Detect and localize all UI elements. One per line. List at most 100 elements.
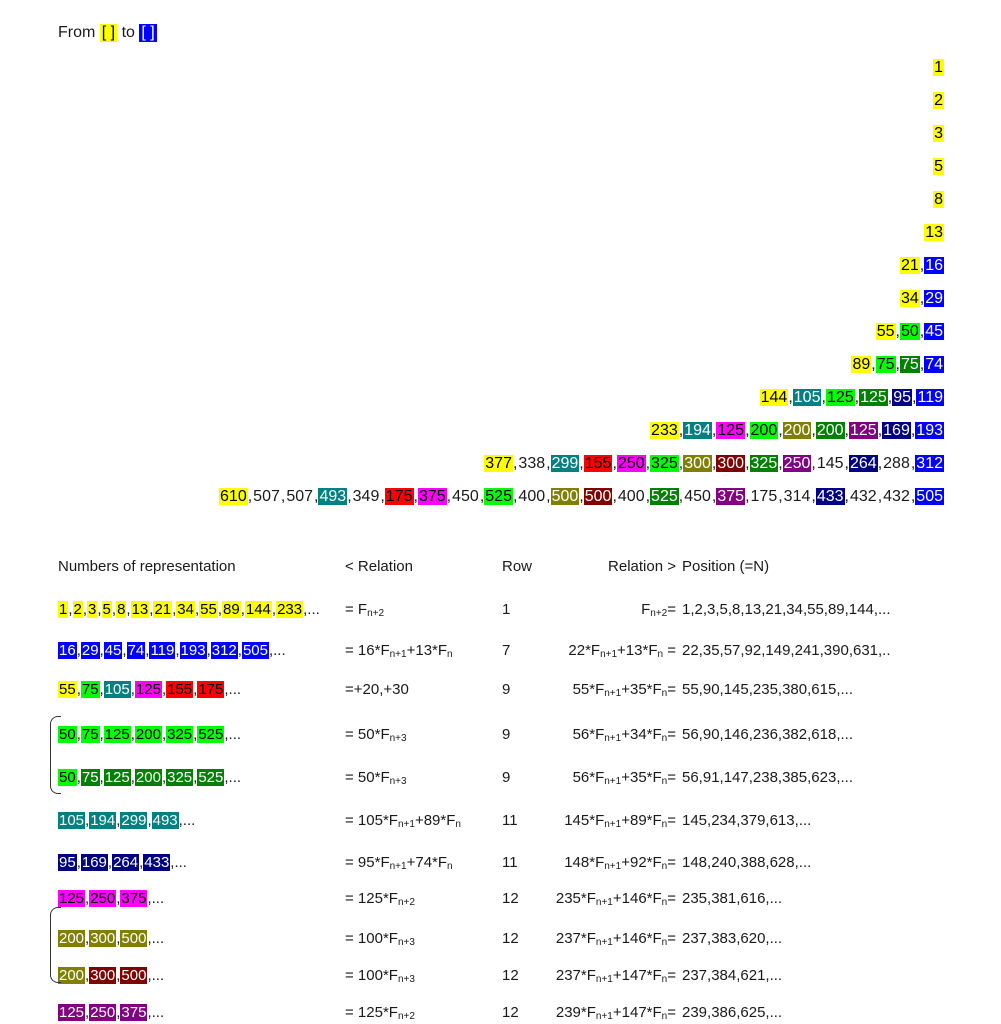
- comma: ,: [711, 488, 717, 505]
- comma: ,: [910, 422, 916, 439]
- triangle-row: 610,507,507,493,349,175,375,450,525,400,…: [219, 487, 944, 520]
- triangle-number: 119: [916, 389, 944, 406]
- comma: ,: [147, 812, 152, 829]
- comma: ,: [76, 681, 81, 698]
- table-row: 200,300,500,... = 100*Fn+3 12 237*Fn+1+146*…: [58, 928, 958, 950]
- triangle-number: 299: [550, 455, 580, 472]
- comma: ,: [546, 455, 551, 472]
- ellipsis: ,...: [147, 1004, 165, 1021]
- triangle-number: 338: [518, 455, 546, 472]
- triangle-number: 525: [484, 488, 513, 505]
- comma: ,: [107, 854, 113, 871]
- sequence-number: 325: [166, 769, 194, 786]
- comma: ,: [910, 455, 916, 472]
- triangle-number: 55: [875, 323, 896, 340]
- triangle-number: 175: [750, 488, 778, 505]
- row-number: 12: [502, 930, 519, 947]
- triangle-number: 21: [899, 257, 920, 274]
- sequence-number: 144: [244, 601, 272, 618]
- sequence-numbers: 105,194,299,493,...: [58, 810, 195, 832]
- comma: ,: [76, 769, 81, 786]
- sequence-number: 200: [134, 726, 162, 743]
- sequence-number: 299: [120, 812, 148, 829]
- triangle-number: 125: [825, 389, 855, 406]
- triangle-number: 5: [933, 158, 944, 175]
- table-row: 105,194,299,493,... = 105*Fn+1+89*Fn 11 145…: [58, 810, 958, 832]
- comma: ,: [130, 726, 135, 743]
- triangle-number: 400: [518, 488, 546, 505]
- comma: ,: [217, 601, 223, 618]
- triangle-number: 450: [452, 488, 479, 505]
- sequence-numbers: 200,300,500,...: [58, 965, 164, 987]
- ellipsis: ,...: [147, 930, 165, 947]
- triangle-number: 610: [219, 488, 248, 505]
- table-row: 50,75,125,200,325,525,... = 50*Fn+3 9 56*Fn…: [58, 724, 958, 746]
- comma: ,: [240, 601, 245, 618]
- ellipsis: ,...: [147, 967, 165, 984]
- comma: ,: [161, 769, 167, 786]
- sequence-number: 75: [80, 726, 100, 743]
- left-relation: = Fn+2: [345, 601, 385, 619]
- left-relation: = 125*Fn+2: [345, 890, 415, 908]
- right-relation: Fn+2=: [641, 601, 676, 619]
- triangle-number: 200: [782, 422, 812, 439]
- sequence-number: 125: [103, 769, 131, 786]
- triangle-number: 45: [924, 323, 944, 340]
- position-sequence: 239,386,625,...: [682, 1004, 783, 1021]
- position-sequence: 237,383,620,...: [682, 930, 783, 947]
- ellipsis: ,...: [147, 890, 165, 907]
- number-triangle: 1 2 3 5 8 13 21,16 34,29 55,50,45 89,75,75,74 144,…: [219, 58, 944, 520]
- sequence-number: 264: [112, 854, 140, 871]
- sequence-number: 200: [58, 930, 86, 947]
- triangle-number: 200: [815, 422, 845, 439]
- comma: ,: [76, 642, 81, 659]
- triangle-number: 29: [924, 290, 944, 307]
- comma: ,: [645, 455, 651, 472]
- sequence-number: 155: [166, 681, 194, 698]
- comma: ,: [612, 488, 617, 505]
- triangle-number: 8: [933, 191, 944, 208]
- sequence-number: 75: [80, 769, 100, 786]
- comma: ,: [895, 356, 900, 373]
- to-color-box: [ ]: [139, 24, 157, 42]
- comma: ,: [821, 389, 826, 406]
- triangle-number: 507: [253, 488, 280, 505]
- comma: ,: [161, 726, 167, 743]
- triangle-number: 400: [617, 488, 645, 505]
- sequence-number: 525: [197, 769, 225, 786]
- sequence-number: 1: [58, 601, 69, 618]
- comma: ,: [678, 455, 684, 472]
- comma: ,: [745, 488, 750, 505]
- table-row: 125,250,375,... = 125*Fn+2 12 239*Fn+1+147*…: [58, 1002, 958, 1024]
- sequence-number: 200: [134, 769, 162, 786]
- triangle-number: 125: [716, 422, 746, 439]
- comma: ,: [126, 601, 131, 618]
- triangle-number: 432: [883, 488, 910, 505]
- triangle-number: 3: [933, 125, 944, 142]
- triangle-number: 300: [716, 455, 746, 472]
- comma: ,: [711, 455, 717, 472]
- table-row: 1,2,3,5,8,13,21,34,55,89,144,233,... = Fn…: [58, 599, 958, 621]
- comma: ,: [68, 601, 73, 618]
- header-numbers: Numbers of representation: [58, 558, 236, 575]
- table-row: 50,75,125,200,325,525,... = 50*Fn+3 9 56*Fn…: [58, 767, 958, 789]
- sequence-numbers: 16,29,45,74,119,193,312,505,...: [58, 640, 286, 662]
- row-number: 7: [502, 642, 511, 659]
- row-number: 12: [502, 1004, 519, 1021]
- sequence-number: 300: [89, 930, 117, 947]
- comma: ,: [139, 854, 144, 871]
- sequence-number: 21: [153, 601, 173, 618]
- triangle-number: 377: [484, 455, 513, 472]
- triangle-number: 433: [815, 488, 845, 505]
- comma: ,: [854, 389, 860, 406]
- triangle-row: 233,194,125,200,200,200,125,169,193: [219, 421, 944, 454]
- ellipsis: ,...: [224, 769, 242, 786]
- sequence-number: 5: [101, 601, 112, 618]
- triangle-number: 105: [792, 389, 822, 406]
- sequence-number: 375: [120, 1004, 148, 1021]
- header-position: Position (=N): [682, 558, 770, 575]
- comma: ,: [380, 488, 385, 505]
- triangle-number: 325: [749, 455, 779, 472]
- sequence-number: 312: [210, 642, 238, 659]
- from-label: From: [58, 24, 96, 41]
